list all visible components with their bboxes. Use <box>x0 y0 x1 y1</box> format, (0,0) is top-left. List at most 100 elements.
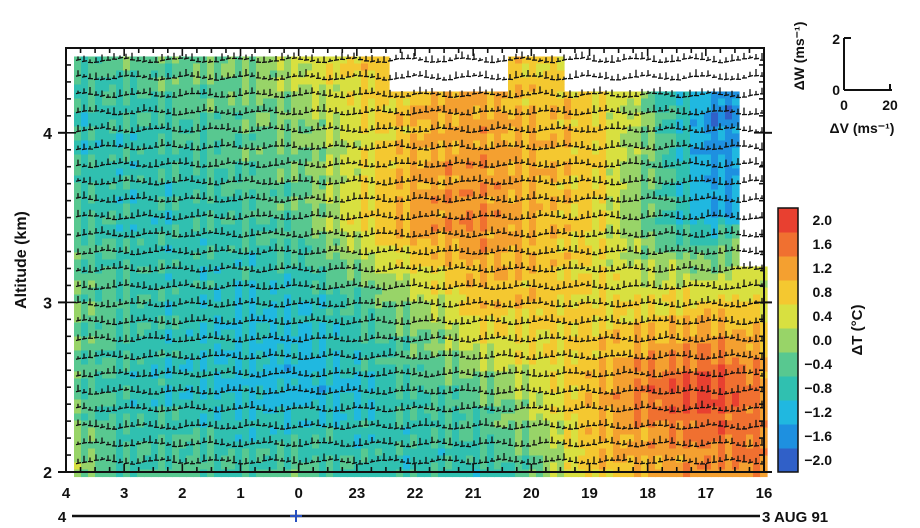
heat-cell <box>228 329 236 338</box>
heat-cell <box>151 238 159 247</box>
heat-cell <box>186 273 194 282</box>
heat-cell <box>543 427 551 436</box>
heat-cell <box>501 420 509 429</box>
heat-cell <box>354 84 362 93</box>
heat-cell <box>466 287 474 296</box>
heat-cell <box>179 98 187 107</box>
heat-cell <box>221 385 229 394</box>
heat-cell <box>102 196 110 205</box>
heat-cell <box>116 203 124 212</box>
heat-cell <box>81 210 89 219</box>
heat-cell <box>130 245 138 254</box>
heat-cell <box>158 273 166 282</box>
heat-cell <box>515 168 523 177</box>
heat-cell <box>452 161 460 170</box>
heat-cell <box>81 168 89 177</box>
heat-cell <box>515 140 523 149</box>
heat-cell <box>207 280 215 289</box>
heat-cell <box>634 119 642 128</box>
heat-cell <box>564 329 572 338</box>
heat-cell <box>172 154 180 163</box>
heat-cell <box>256 147 264 156</box>
heat-cell <box>522 77 530 86</box>
heat-cell <box>277 350 285 359</box>
heat-cell <box>312 210 320 219</box>
heat-cell <box>249 343 257 352</box>
heat-cell <box>613 91 621 100</box>
heat-cell <box>165 399 173 408</box>
heat-cell <box>445 455 453 464</box>
heat-cell <box>109 301 117 310</box>
heat-cell <box>137 189 145 198</box>
heat-cell <box>172 175 180 184</box>
heat-cell <box>501 385 509 394</box>
heat-cell <box>543 259 551 268</box>
heat-cell <box>634 350 642 359</box>
heat-cell <box>662 133 670 142</box>
heat-cell <box>249 259 257 268</box>
heat-cell <box>410 154 418 163</box>
heat-cell <box>319 77 327 86</box>
heat-cell <box>459 98 467 107</box>
heat-cell <box>256 427 264 436</box>
heat-cell <box>144 329 152 338</box>
heat-cell <box>312 105 320 114</box>
heat-cell <box>417 189 425 198</box>
heat-cell <box>235 399 243 408</box>
heat-cell <box>200 252 208 261</box>
heat-cell <box>564 266 572 275</box>
heat-cell <box>270 63 278 72</box>
heat-cell <box>235 119 243 128</box>
heat-cell <box>571 329 579 338</box>
heat-cell <box>242 133 250 142</box>
heat-cell <box>284 77 292 86</box>
heat-cell <box>137 126 145 135</box>
heat-cell <box>354 217 362 226</box>
heat-cell <box>529 147 537 156</box>
heat-cell <box>172 448 180 457</box>
heat-cell <box>291 322 299 331</box>
heat-cell <box>599 245 607 254</box>
heat-cell <box>214 245 222 254</box>
heat-cell <box>74 357 82 366</box>
heat-cell <box>340 224 348 233</box>
heat-cell <box>270 147 278 156</box>
heat-cell <box>522 161 530 170</box>
heat-cell <box>102 385 110 394</box>
heat-cell <box>102 322 110 331</box>
heat-cell <box>221 392 229 401</box>
heat-cell <box>515 154 523 163</box>
heat-cell <box>620 217 628 226</box>
heat-cell <box>109 119 117 128</box>
heat-cell <box>438 126 446 135</box>
heat-cell <box>641 357 649 366</box>
heat-cell <box>599 413 607 422</box>
heat-cell <box>347 210 355 219</box>
heat-cell <box>74 413 82 422</box>
heat-cell <box>557 105 565 114</box>
heat-cell <box>340 147 348 156</box>
heat-cell <box>620 238 628 247</box>
heat-cell <box>207 245 215 254</box>
heat-cell <box>193 448 201 457</box>
heat-cell <box>501 329 509 338</box>
heat-cell <box>403 112 411 121</box>
heat-cell <box>277 182 285 191</box>
heat-cell <box>88 91 96 100</box>
heat-cell <box>291 231 299 240</box>
heat-cell <box>256 329 264 338</box>
heat-cell <box>515 189 523 198</box>
heat-cell <box>102 273 110 282</box>
heat-cell <box>648 371 656 380</box>
heat-cell <box>151 343 159 352</box>
heat-cell <box>375 343 383 352</box>
heat-cell <box>389 434 397 443</box>
heat-cell <box>179 84 187 93</box>
heat-cell <box>172 252 180 261</box>
heat-cell <box>389 154 397 163</box>
heat-cell <box>473 203 481 212</box>
heat-cell <box>165 84 173 93</box>
heat-cell <box>627 413 635 422</box>
heat-cell <box>410 238 418 247</box>
heat-cell <box>200 392 208 401</box>
